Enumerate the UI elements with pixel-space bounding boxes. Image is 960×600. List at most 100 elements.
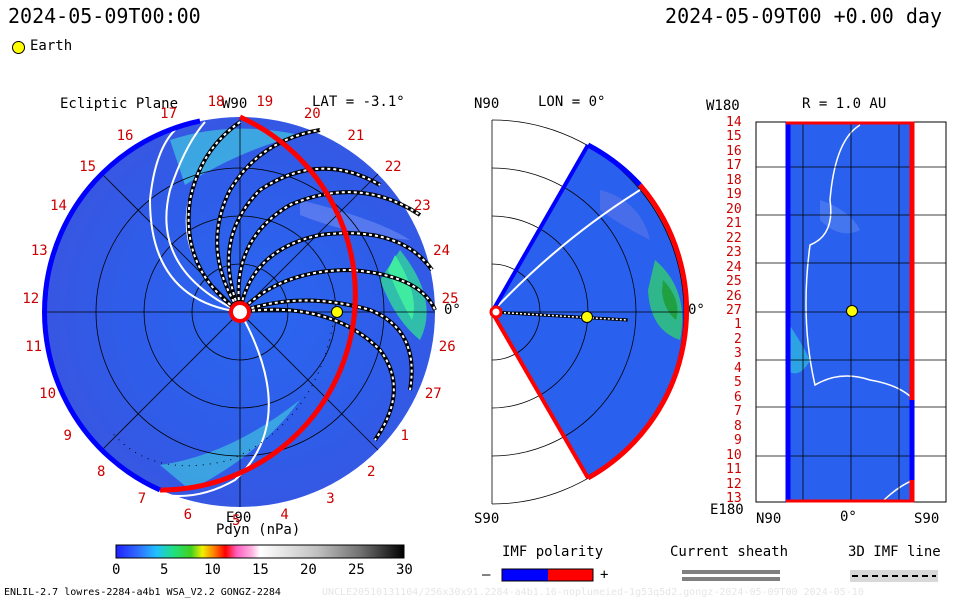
imf-polarity-title: IMF polarity: [502, 544, 604, 560]
shell-y-tick-label: 23: [726, 245, 742, 261]
earth-legend-label: Earth: [30, 38, 73, 54]
carrington-tick-label: 21: [347, 127, 365, 144]
carrington-tick-label: 14: [50, 198, 67, 214]
density-feature: [388, 255, 414, 320]
meridional-rim-positive: [586, 183, 690, 481]
carrington-tick-label: 27: [424, 386, 442, 403]
carrington-tick-label: 2: [366, 463, 376, 480]
carrington-tick-label: 20: [303, 105, 321, 122]
shell-y-tick-label: 24: [726, 259, 742, 275]
meridional-edge-upper: [490, 144, 590, 313]
polarity-swatch-frame: [501, 568, 594, 582]
shell-y-tick-label: 18: [726, 172, 742, 188]
shell-y-tick-label: 12: [726, 476, 742, 492]
carrington-tick-label: 17: [160, 105, 178, 122]
imf-line-title: 3D IMF line: [848, 544, 941, 560]
earth-orbit-ticks: [109, 311, 336, 467]
density-feature: [170, 128, 300, 185]
carrington-tick-label: 12: [22, 290, 40, 307]
carrington-tick-label: 13: [30, 242, 48, 259]
carrington-tick-label: 23: [413, 198, 431, 214]
carrington-tick-label: 22: [384, 158, 402, 175]
colorbar: [115, 544, 405, 559]
carrington-tick-label: 11: [25, 339, 43, 356]
shell-y-tick-label: 13: [726, 491, 742, 506]
ecliptic-lat: LAT = -3.1°: [312, 94, 405, 110]
carrington-tick-label: 6: [183, 507, 192, 524]
shell-y-tick-label: 11: [726, 462, 742, 478]
current-sheath-title: Current sheath: [670, 544, 789, 560]
carrington-tick-label: 7: [137, 490, 147, 507]
density-feature: [820, 200, 860, 234]
carrington-tick-label: 5: [232, 513, 241, 529]
polarity-plus: +: [600, 567, 609, 583]
meridional-sector-boundary: [491, 189, 641, 313]
ecliptic-title: Ecliptic Plane: [60, 96, 179, 112]
meridional-title: LON = 0°: [538, 94, 606, 110]
ecliptic-zero-label: 0°: [444, 302, 461, 318]
colorbar-title: Pdyn (nPa): [216, 522, 301, 538]
shell-y-tick-label: 14: [726, 115, 742, 130]
shell-y-tick-label: 4: [734, 360, 742, 376]
shell-y-tick-label: 1: [734, 317, 742, 333]
current-sheath-legend: [682, 570, 780, 581]
colorbar-gradient: [115, 544, 405, 559]
imf-field-lines-dash: [187, 121, 436, 441]
ecliptic-bottom-label: E90: [226, 510, 252, 526]
meridional-imf-line-dash: [491, 311, 629, 321]
ecliptic-panel: [42, 114, 437, 507]
colorbar-tick-label: 30: [396, 562, 413, 578]
density-feature: [300, 200, 410, 240]
shell-y-tick-label: 8: [734, 418, 742, 434]
meridional-panel: [489, 119, 690, 505]
shell-title: R = 1.0 AU: [802, 96, 887, 112]
left-timestamp: 2024-05-09T00:00: [8, 4, 201, 28]
shell-y-tick-label: 7: [734, 404, 742, 420]
footer-run-id: UNCLE20510131104/256x30x91.2284-a4b1.16-…: [322, 587, 864, 598]
density-feature: [662, 280, 678, 320]
shell-sector-boundary: [805, 124, 915, 401]
colorbar-tick-label: 10: [204, 562, 221, 578]
colorbar-tick-label: 0: [112, 562, 121, 578]
density-feature: [160, 400, 300, 490]
earth-marker-meridional: [581, 311, 593, 323]
shell-y-tick-label: 19: [726, 187, 742, 203]
carrington-tick-label: 1: [400, 428, 409, 445]
shell-y-tick-label: 15: [726, 129, 742, 145]
carrington-tick-label: 26: [438, 339, 456, 356]
meridional-edge-lower: [490, 310, 590, 480]
carrington-tick-label: 15: [79, 158, 97, 175]
colorbar-tick-label: 20: [300, 562, 317, 578]
shell-x-label-zero: 0°: [840, 509, 857, 525]
shell-bottom-left-label: E180: [710, 502, 744, 518]
shell-y-tick-label: 3: [734, 346, 742, 362]
inner-boundary: [229, 301, 251, 323]
footer-model-info: ENLIL-2.7 lowres-2284-a4b1 WSA_V2.2 GONG…: [4, 587, 281, 598]
carrington-tick-label: 9: [63, 428, 72, 445]
earth-legend-marker: [12, 41, 25, 54]
shell-y-tick-label: 9: [734, 433, 742, 449]
meridional-bottom-label: S90: [474, 511, 500, 527]
shell-y-tick-label: 21: [726, 216, 742, 232]
meridional-rim-negative: [586, 142, 642, 187]
carrington-tick-label: 18: [207, 94, 225, 111]
shell-y-tick-label: 16: [726, 143, 742, 159]
carrington-tick-label: 4: [280, 507, 289, 524]
imf-line-legend: [850, 570, 938, 582]
imf-polarity-legend: [501, 568, 594, 582]
shell-y-tick-label: 26: [726, 288, 742, 304]
ecliptic-top-label: W90: [222, 96, 248, 112]
shell-y-tick-label: 20: [726, 201, 742, 217]
meridional-inner-boundary: [489, 305, 503, 319]
shell-x-label-north: N90: [756, 511, 782, 527]
colorbar-tick-label: 15: [252, 562, 269, 578]
carrington-tick-label: 3: [326, 490, 335, 507]
carrington-tick-label: 19: [256, 94, 274, 111]
polarity-minus: –: [482, 567, 491, 583]
meridional-top-label: N90: [474, 96, 500, 112]
carrington-tick-label: 25: [441, 290, 459, 307]
shell-y-tick-label: 22: [726, 230, 742, 246]
shell-y-tick-label: 10: [726, 447, 742, 463]
carrington-tick-label: 16: [116, 127, 134, 144]
colorbar-tick-label: 5: [160, 562, 169, 578]
